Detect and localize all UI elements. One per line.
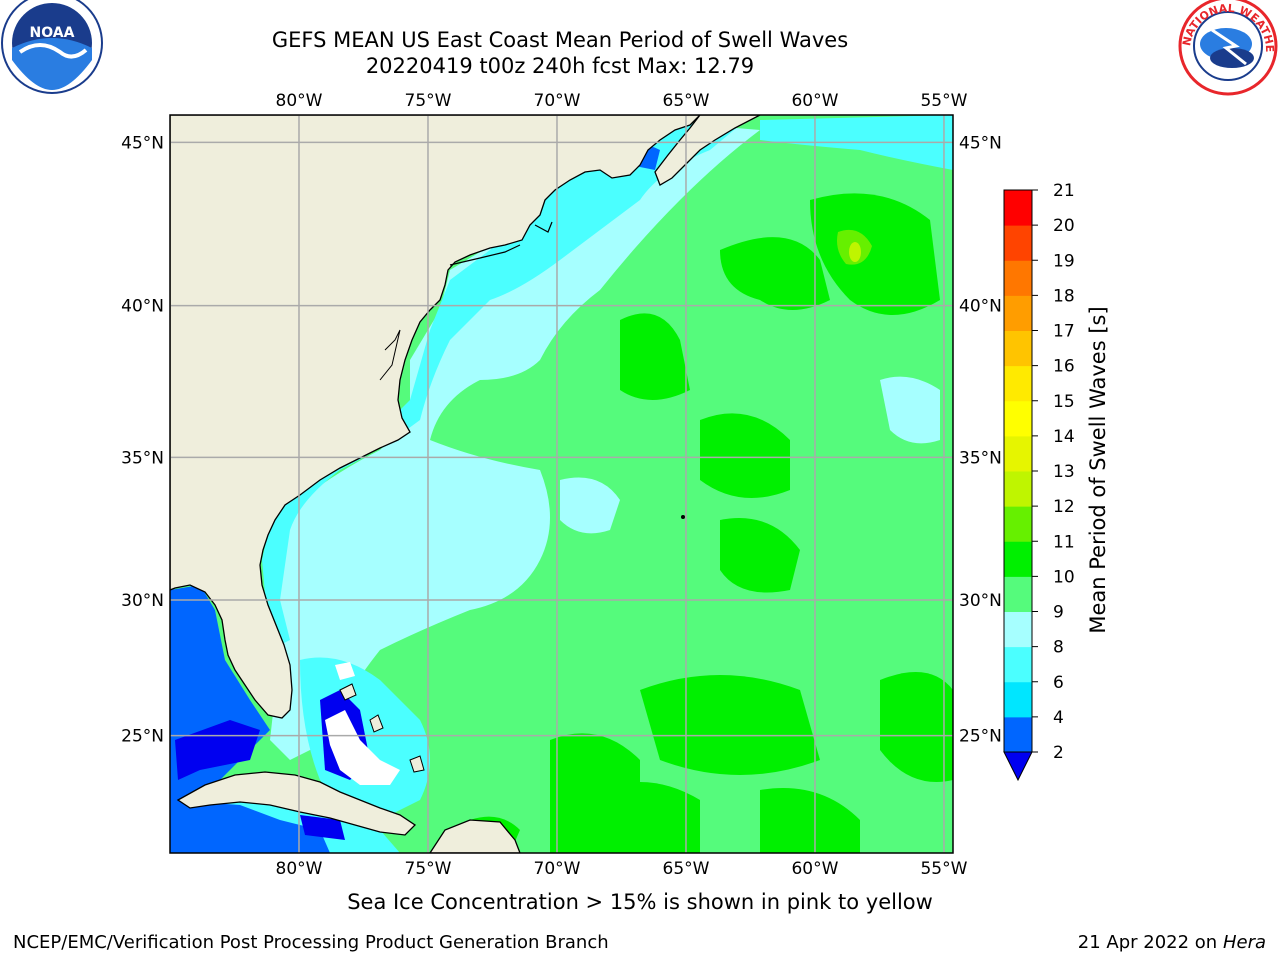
lon-label-bottom: 70°W bbox=[534, 859, 581, 879]
lon-label-bottom: 55°W bbox=[920, 859, 967, 879]
period-8-9-region bbox=[270, 125, 760, 760]
map-title: GEFS MEAN US East Coast Mean Period of S… bbox=[271, 28, 849, 52]
lon-label-top: 55°W bbox=[920, 91, 967, 111]
colorbar: 2 4 6 8 9 10 11 12 13 14 15 16 17 18 19 20 21 bbox=[1003, 181, 1075, 782]
lat-label-right: 45°N bbox=[959, 133, 1002, 153]
lat-label-left: 30°N bbox=[121, 591, 164, 611]
period-10-11-region bbox=[470, 193, 953, 853]
colorbar-under-arrow bbox=[1003, 751, 1033, 782]
lat-label-right: 35°N bbox=[959, 448, 1002, 468]
colorbar-swatch bbox=[1004, 646, 1032, 683]
colorbar-tick-label: 21 bbox=[1053, 181, 1075, 201]
colorbar-tick-label: 13 bbox=[1053, 462, 1075, 482]
colorbar-swatch bbox=[1004, 225, 1032, 261]
colorbar-swatch bbox=[1004, 576, 1032, 612]
colorbar-tick-label: 6 bbox=[1053, 673, 1064, 693]
lon-label-top: 65°W bbox=[663, 91, 710, 111]
colorbar-tick-label: 11 bbox=[1053, 532, 1075, 552]
colorbar-tick-label: 9 bbox=[1053, 603, 1064, 623]
colorbar-tick-label: 10 bbox=[1053, 567, 1075, 587]
shallow-bank-nodata bbox=[325, 710, 400, 785]
lon-label-bottom: 75°W bbox=[405, 859, 452, 879]
colorbar-swatch bbox=[1004, 716, 1032, 753]
lon-label-top: 75°W bbox=[405, 91, 452, 111]
lat-label-right: 30°N bbox=[959, 591, 1002, 611]
axis-labels: 80°W 80°W 75°W 75°W 70°W 70°W 65°W 65°W 60°W 60°W… bbox=[121, 91, 1002, 879]
map-subtitle: 20220419 t00z 240h fcst Max: 12.79 bbox=[365, 54, 755, 78]
nws-logo: NATIONAL WEATHER SERVICE bbox=[0, 0, 1278, 96]
lon-label-top: 60°W bbox=[791, 91, 838, 111]
lat-label-right: 40°N bbox=[959, 297, 1002, 317]
colorbar-swatch bbox=[1004, 681, 1032, 718]
map-frame bbox=[169, 114, 954, 854]
footer-host: Hera bbox=[1222, 932, 1266, 953]
colorbar-swatch bbox=[1004, 611, 1032, 648]
cuba-landmass bbox=[176, 771, 417, 836]
sea-ice-note: Sea Ice Concentration > 15% is shown in … bbox=[347, 890, 933, 914]
footer-date-text: 21 Apr 2022 on bbox=[1077, 932, 1223, 953]
lat-label-left: 45°N bbox=[121, 133, 164, 153]
colorbar-tick-label: 19 bbox=[1053, 251, 1075, 271]
colorbar-label: Mean Period of Swell Waves [s] bbox=[1086, 306, 1110, 634]
colorbar-swatch bbox=[1004, 365, 1032, 402]
colorbar-swatch bbox=[1004, 400, 1032, 437]
period-12-13-region bbox=[849, 242, 861, 262]
colorbar-swatch bbox=[1004, 435, 1032, 472]
colorbar-tick-label: 14 bbox=[1053, 427, 1075, 447]
colorbar-tick-label: 15 bbox=[1053, 392, 1075, 412]
lat-label-left: 25°N bbox=[121, 727, 164, 747]
colorbar-swatch bbox=[1004, 541, 1032, 577]
lon-label-top: 70°W bbox=[534, 91, 581, 111]
footer-date: 21 Apr 2022 on Hera bbox=[1078, 932, 1266, 953]
colorbar-tick-label: 4 bbox=[1053, 708, 1064, 728]
colorbar-tick-label: 2 bbox=[1053, 743, 1064, 763]
colorbar-tick-label: 8 bbox=[1053, 638, 1064, 658]
nws-logo-text: NATIONAL WEATHER SERVICE bbox=[0, 0, 1276, 52]
map-plot bbox=[170, 115, 953, 853]
colorbar-tick-label: 12 bbox=[1053, 497, 1075, 517]
lat-label-right: 25°N bbox=[959, 727, 1002, 747]
lat-label-left: 40°N bbox=[121, 297, 164, 317]
svg-text:NATIONAL WEATHER SERVICE: NATIONAL WEATHER SERVICE bbox=[0, 0, 1276, 52]
lon-label-bottom: 65°W bbox=[663, 859, 710, 879]
lon-label-bottom: 80°W bbox=[276, 859, 323, 879]
colorbar-tick-label: 20 bbox=[1053, 216, 1075, 236]
us-landmass bbox=[170, 115, 701, 719]
noaa-logo: NOAA bbox=[1, 0, 103, 94]
colorbar-swatch bbox=[1004, 506, 1032, 542]
graticule bbox=[170, 115, 953, 853]
colorbar-swatch bbox=[1004, 295, 1032, 331]
footer-branch: NCEP/EMC/Verification Post Processing Pr… bbox=[13, 932, 609, 953]
lon-label-bottom: 60°W bbox=[791, 859, 838, 879]
colorbar-tick-label: 17 bbox=[1053, 322, 1075, 342]
colorbar-tick-label: 18 bbox=[1053, 286, 1075, 306]
colorbar-swatch bbox=[1004, 260, 1032, 296]
lon-label-top: 80°W bbox=[276, 91, 323, 111]
colorbar-swatch bbox=[1004, 190, 1032, 226]
noaa-logo-text: NOAA bbox=[30, 25, 75, 41]
colorbar-swatch bbox=[1004, 330, 1032, 367]
lat-label-left: 35°N bbox=[121, 448, 164, 468]
colorbar-swatch bbox=[1004, 471, 1032, 507]
colorbar-tick-label: 16 bbox=[1053, 357, 1075, 377]
